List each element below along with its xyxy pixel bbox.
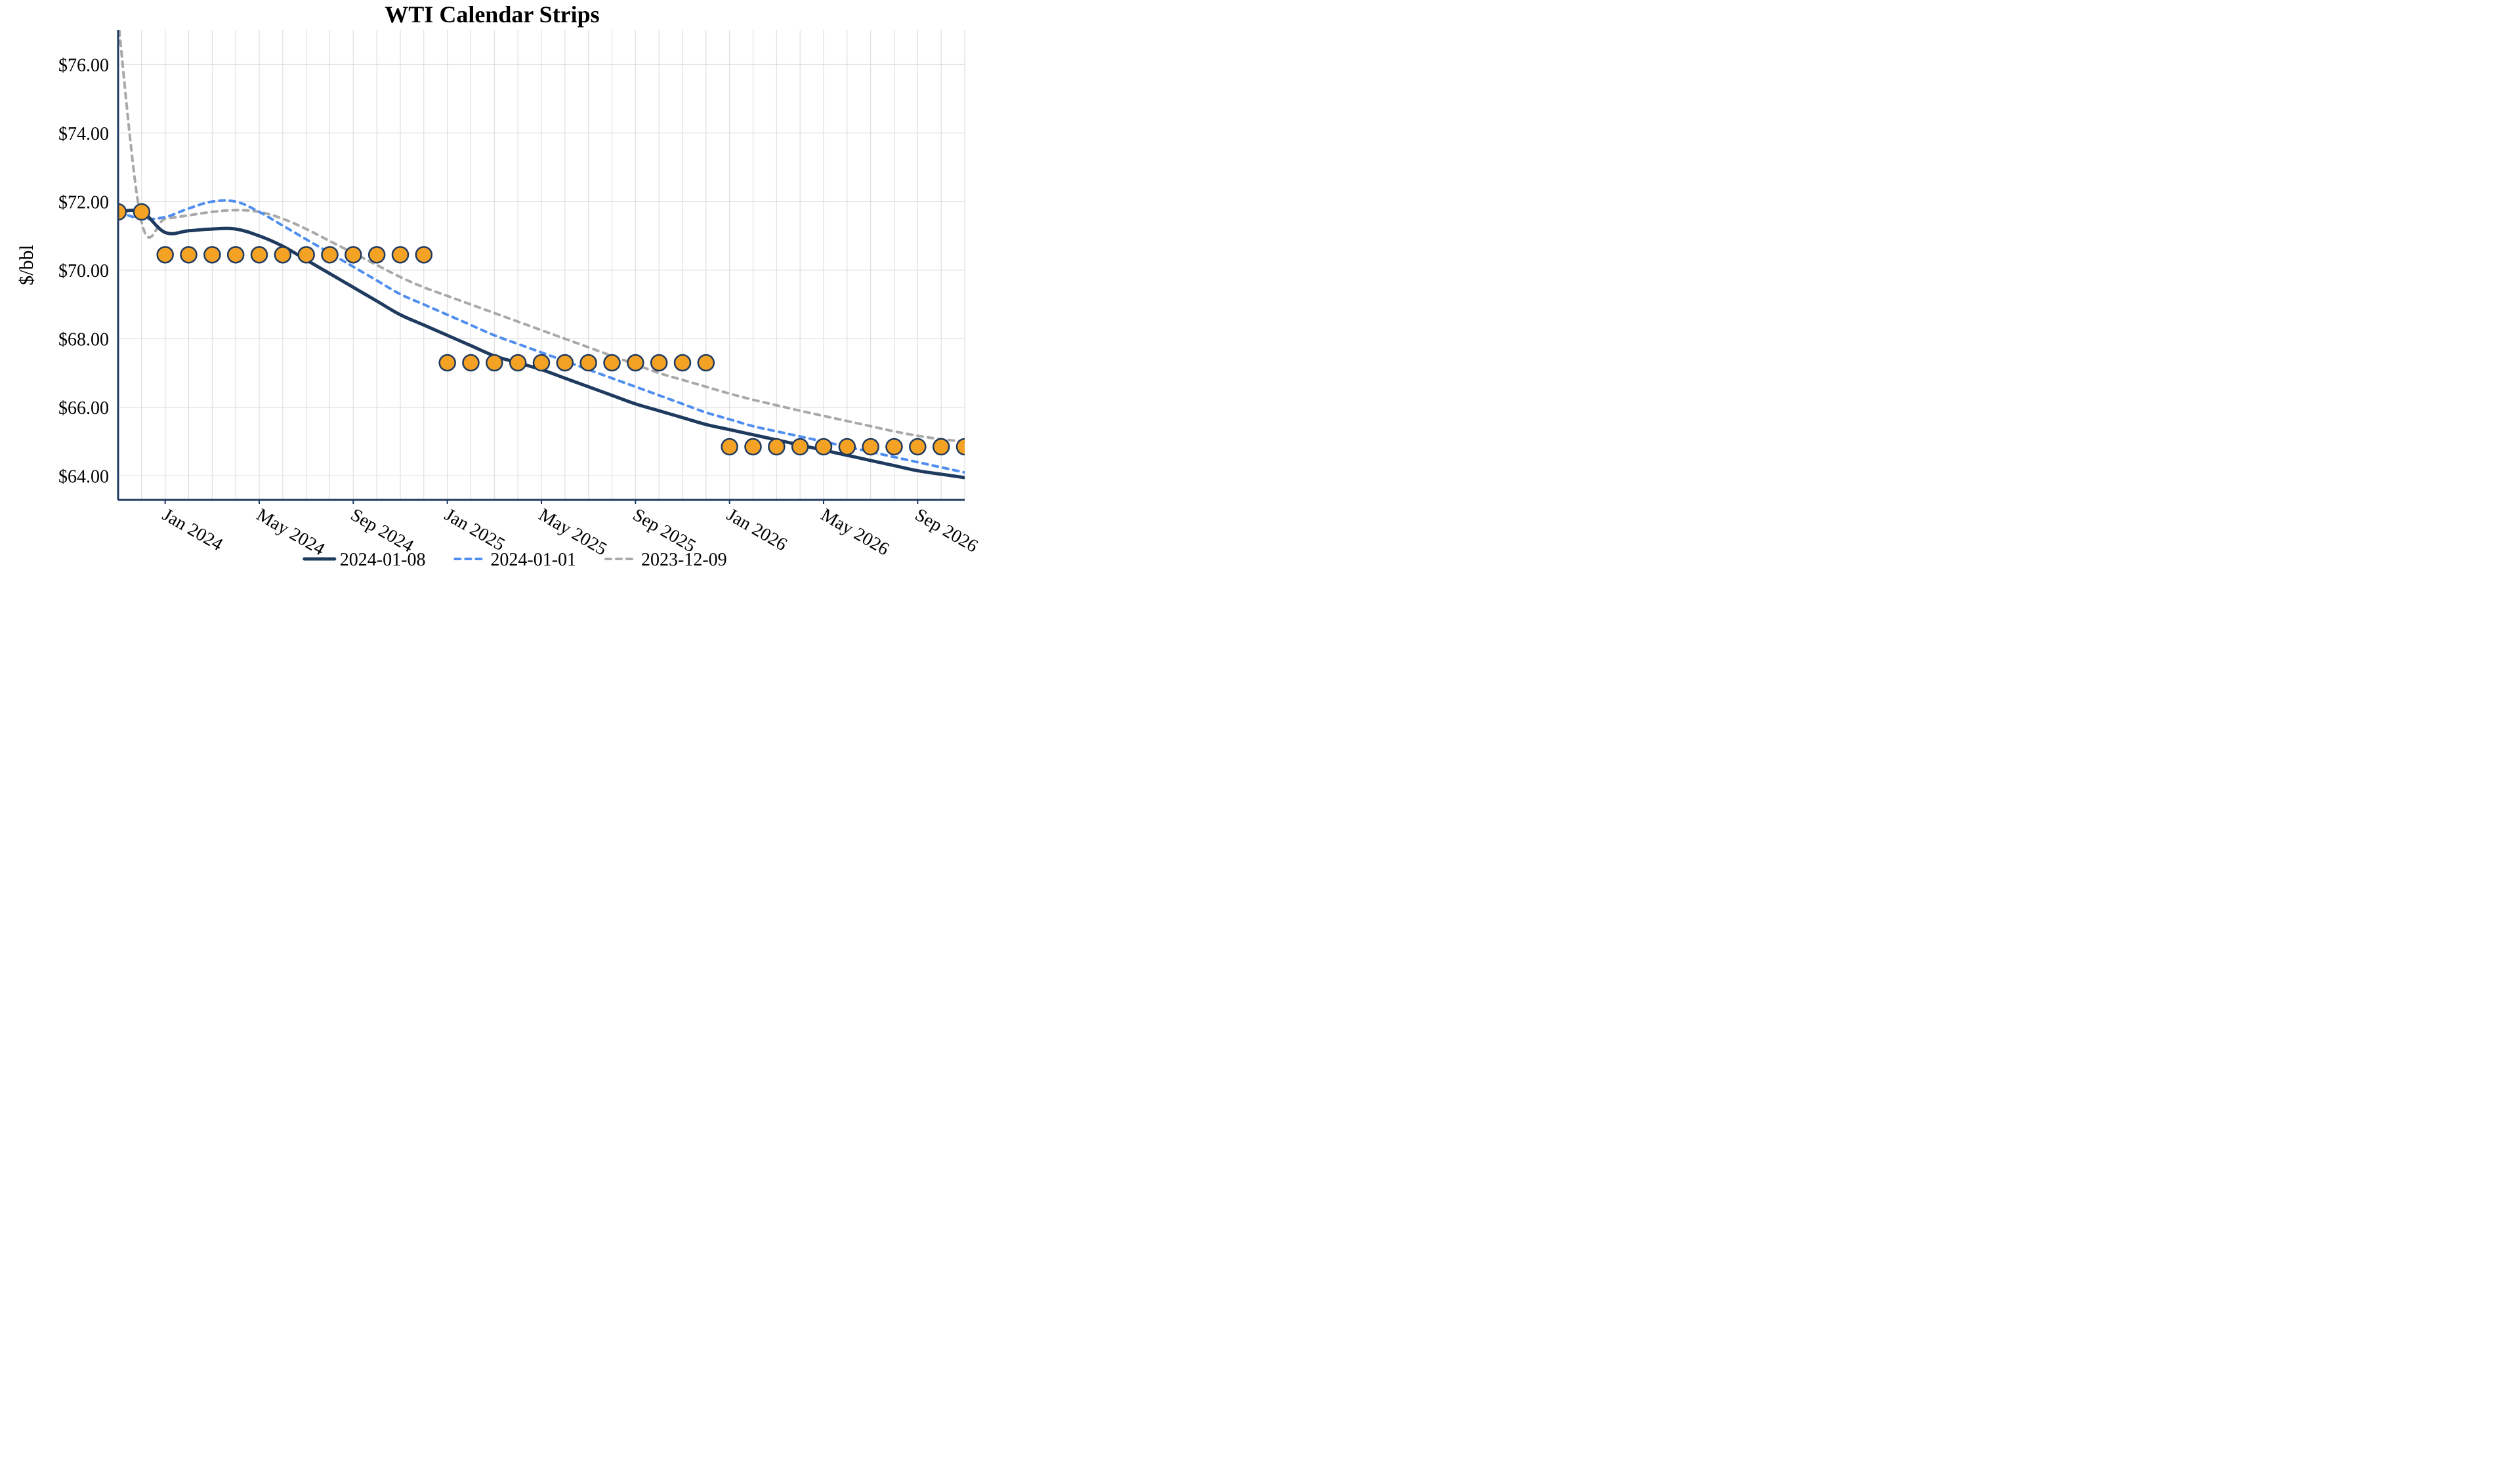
strip-marker	[675, 355, 690, 371]
strip-marker	[345, 247, 361, 262]
y-tick-label: $74.00	[58, 124, 109, 144]
y-tick-label: $64.00	[58, 466, 109, 487]
strip-marker	[322, 247, 338, 262]
strip-marker	[440, 355, 455, 371]
legend-label: 2024-01-01	[490, 550, 576, 570]
y-tick-label: $66.00	[58, 398, 109, 419]
strip-marker	[839, 439, 855, 455]
strip-marker	[486, 355, 502, 371]
strip-marker	[651, 355, 667, 371]
legend-label: 2024-01-08	[340, 550, 426, 570]
strip-marker	[181, 247, 197, 262]
strip-marker	[792, 439, 808, 455]
legend: 2024-01-08 2024-01-01 2023-12-09	[304, 550, 727, 570]
chart-container: WTI Calendar Strips $64.00 $66.00 $68.00 $70…	[0, 0, 984, 579]
strip-marker	[299, 247, 314, 262]
y-tick-label: $68.00	[58, 329, 109, 350]
strip-marker	[158, 247, 173, 262]
strip-marker	[275, 247, 291, 262]
strip-marker	[887, 439, 902, 455]
strip-marker	[463, 355, 479, 371]
strip-marker	[228, 247, 243, 262]
y-tick-label: $72.00	[58, 192, 109, 213]
y-axis-label: $/bbl	[16, 245, 37, 285]
strip-marker	[557, 355, 573, 371]
strip-marker	[746, 439, 761, 455]
strip-marker	[369, 247, 385, 262]
chart-title: WTI Calendar Strips	[385, 1, 599, 28]
strip-marker	[698, 355, 714, 371]
strip-marker	[722, 439, 738, 455]
strip-marker	[392, 247, 408, 262]
strip-marker	[627, 355, 643, 371]
strip-marker	[251, 247, 267, 262]
strip-marker	[416, 247, 432, 262]
strip-marker	[768, 439, 784, 455]
strip-marker	[816, 439, 831, 455]
strip-marker	[581, 355, 597, 371]
strip-marker	[534, 355, 549, 371]
wti-calendar-strips-chart: WTI Calendar Strips $64.00 $66.00 $68.00 $70…	[0, 0, 984, 579]
strip-marker	[863, 439, 879, 455]
strip-marker	[604, 355, 620, 371]
strip-marker	[910, 439, 925, 455]
strip-marker	[510, 355, 526, 371]
strip-marker	[134, 204, 150, 220]
strip-marker	[204, 247, 220, 262]
strip-marker	[933, 439, 949, 455]
y-tick-label: $76.00	[58, 55, 109, 75]
legend-label: 2023-12-09	[641, 550, 727, 570]
y-tick-label: $70.00	[58, 261, 109, 281]
